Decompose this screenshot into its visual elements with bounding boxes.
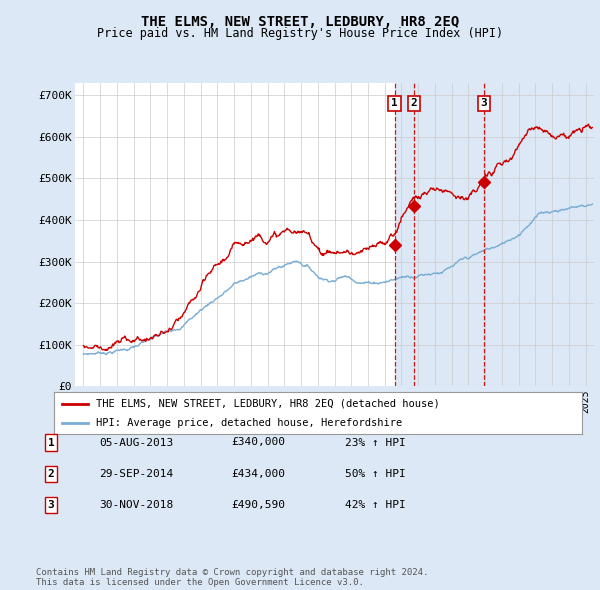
Text: THE ELMS, NEW STREET, LEDBURY, HR8 2EQ: THE ELMS, NEW STREET, LEDBURY, HR8 2EQ xyxy=(141,15,459,29)
Text: £340,000: £340,000 xyxy=(231,438,285,447)
Text: Price paid vs. HM Land Registry's House Price Index (HPI): Price paid vs. HM Land Registry's House … xyxy=(97,27,503,40)
Bar xyxy=(395,83,594,386)
Text: Contains HM Land Registry data © Crown copyright and database right 2024.
This d: Contains HM Land Registry data © Crown c… xyxy=(36,568,428,587)
Text: HPI: Average price, detached house, Herefordshire: HPI: Average price, detached house, Here… xyxy=(96,418,403,428)
Text: 3: 3 xyxy=(47,500,55,510)
Text: £490,590: £490,590 xyxy=(231,500,285,510)
Text: 23% ↑ HPI: 23% ↑ HPI xyxy=(345,438,406,447)
Text: 3: 3 xyxy=(481,99,487,109)
Text: 2: 2 xyxy=(47,469,55,478)
Text: 1: 1 xyxy=(391,99,398,109)
Text: £434,000: £434,000 xyxy=(231,469,285,478)
Text: 1: 1 xyxy=(47,438,55,447)
Text: 29-SEP-2014: 29-SEP-2014 xyxy=(99,469,173,478)
Text: 2: 2 xyxy=(410,99,418,109)
Text: 50% ↑ HPI: 50% ↑ HPI xyxy=(345,469,406,478)
Text: 30-NOV-2018: 30-NOV-2018 xyxy=(99,500,173,510)
Text: 42% ↑ HPI: 42% ↑ HPI xyxy=(345,500,406,510)
Text: 05-AUG-2013: 05-AUG-2013 xyxy=(99,438,173,447)
Text: THE ELMS, NEW STREET, LEDBURY, HR8 2EQ (detached house): THE ELMS, NEW STREET, LEDBURY, HR8 2EQ (… xyxy=(96,398,440,408)
